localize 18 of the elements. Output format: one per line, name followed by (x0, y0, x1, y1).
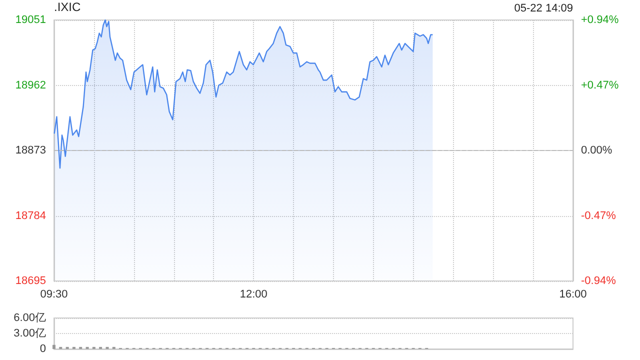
chart-title: .IXIC (54, 0, 82, 14)
y-tick-label: 3.00亿 (14, 328, 46, 340)
y-tick-label: 6.00亿 (14, 312, 46, 324)
x-tick-label: 09:30 (40, 288, 68, 300)
y2-tick-label: -0.47% (581, 210, 616, 222)
y2-tick-label: -0.94% (581, 275, 616, 287)
y-tick-label: 18962 (15, 79, 46, 92)
y-tick-label: 18873 (15, 144, 46, 156)
y-tick-label: 18695 (15, 275, 46, 287)
text: 05-22 14:09 (514, 2, 573, 14)
y-tick-label: 18784 (15, 210, 46, 222)
y-tick-label: 19051 (15, 14, 46, 26)
y-tick-label: 0 (40, 343, 46, 355)
x-tick-label: 16:00 (559, 288, 587, 300)
y2-tick-label: 0.00% (581, 144, 612, 156)
y2-tick-label: +0.47% (581, 79, 619, 92)
x-tick-label: 12:00 (240, 288, 268, 300)
y2-tick-label: +0.94% (581, 14, 619, 26)
